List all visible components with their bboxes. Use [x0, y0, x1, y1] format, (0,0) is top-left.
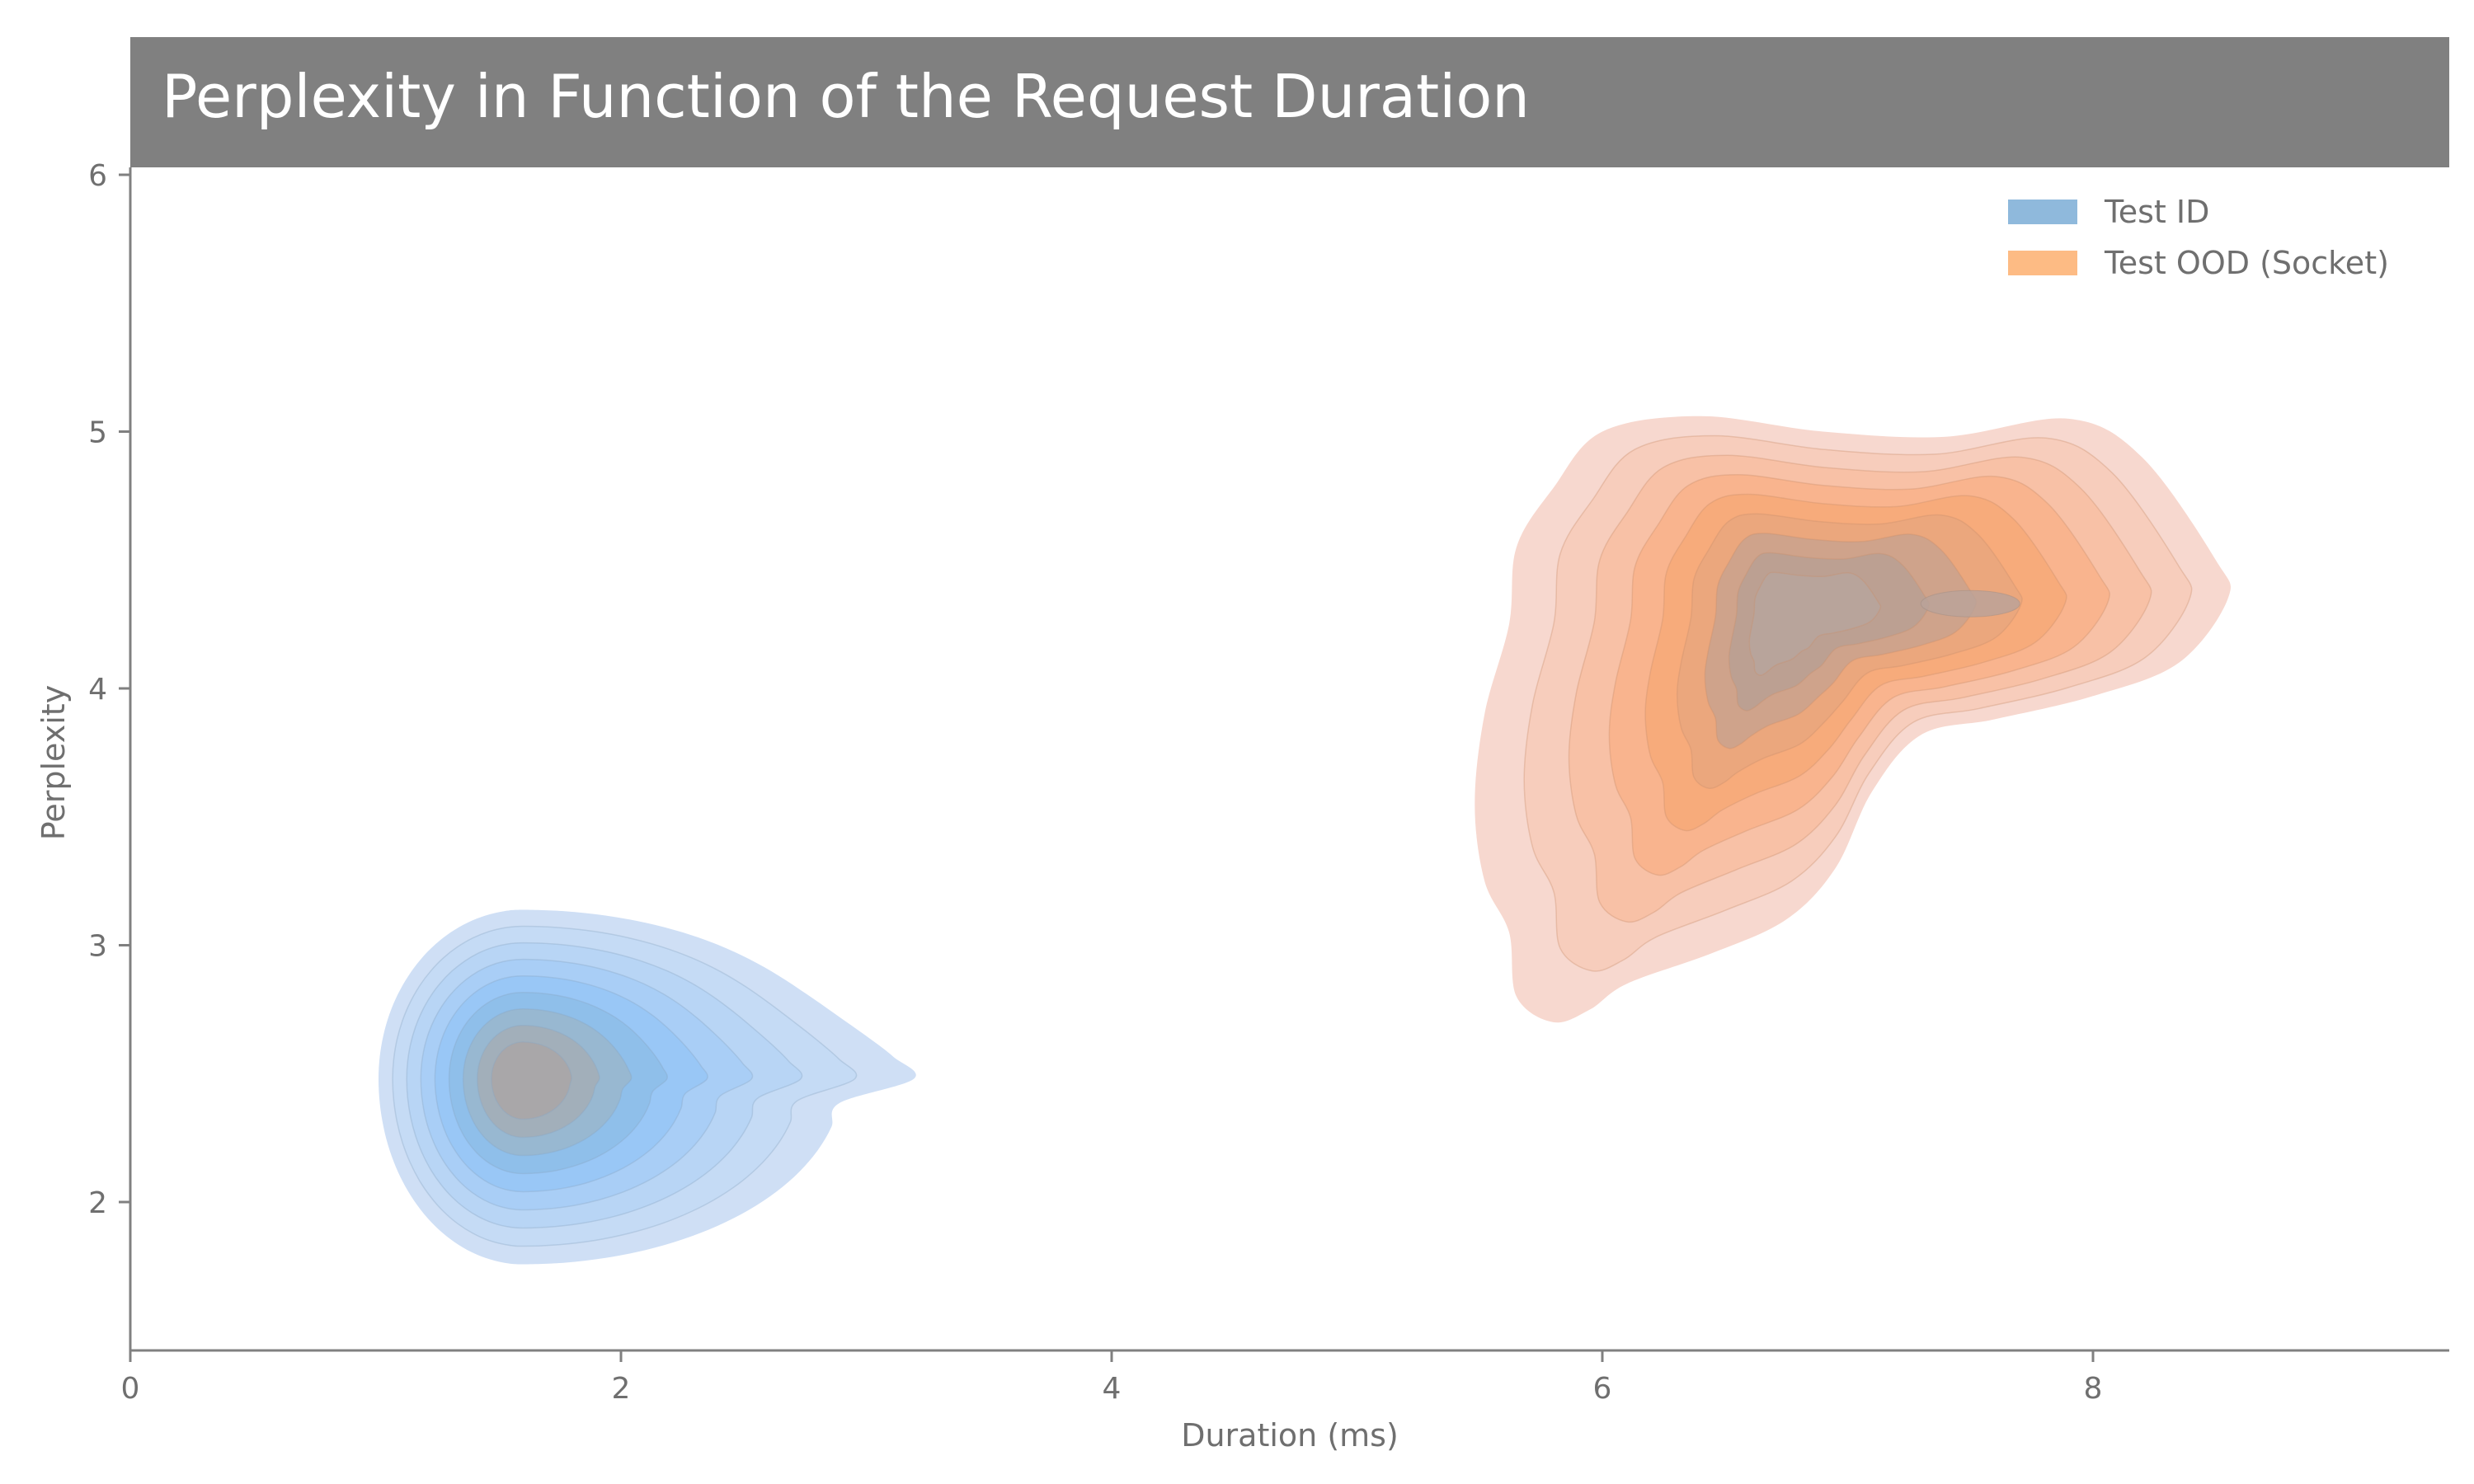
- x-tick-label: 0: [121, 1372, 140, 1406]
- y-axis-label: Perplexity: [35, 685, 72, 840]
- legend-swatch-test-ood: [2008, 251, 2077, 275]
- test-ood-secondary-peak: [1920, 589, 2020, 618]
- x-axis-label: Duration (ms): [1181, 1417, 1399, 1453]
- y-tick-label: 3: [88, 930, 107, 964]
- x-tick-label: 8: [2084, 1372, 2103, 1406]
- test-ood-density-level: [1748, 571, 1882, 676]
- ticks-layer: 0 2 4 6 8 2 3 4 5 6: [88, 159, 2102, 1406]
- y-tick-label: 5: [88, 416, 107, 450]
- legend: Test ID Test OOD (Socket): [2008, 194, 2389, 281]
- test-id-density-level: [491, 1041, 572, 1120]
- legend-label-test-ood: Test OOD (Socket): [2104, 245, 2389, 281]
- y-tick-label: 6: [88, 159, 107, 193]
- legend-label-test-id: Test ID: [2104, 194, 2209, 230]
- density-layer: [379, 416, 2231, 1265]
- y-tick-label: 2: [88, 1186, 107, 1220]
- legend-swatch-test-id: [2008, 200, 2077, 224]
- y-tick-label: 4: [88, 673, 107, 707]
- chart-title: Perplexity in Function of the Request Du…: [162, 62, 1530, 131]
- x-tick-label: 6: [1593, 1372, 1612, 1406]
- title-banner: [130, 37, 2449, 167]
- x-tick-label: 4: [1103, 1372, 1122, 1406]
- x-tick-label: 2: [612, 1372, 631, 1406]
